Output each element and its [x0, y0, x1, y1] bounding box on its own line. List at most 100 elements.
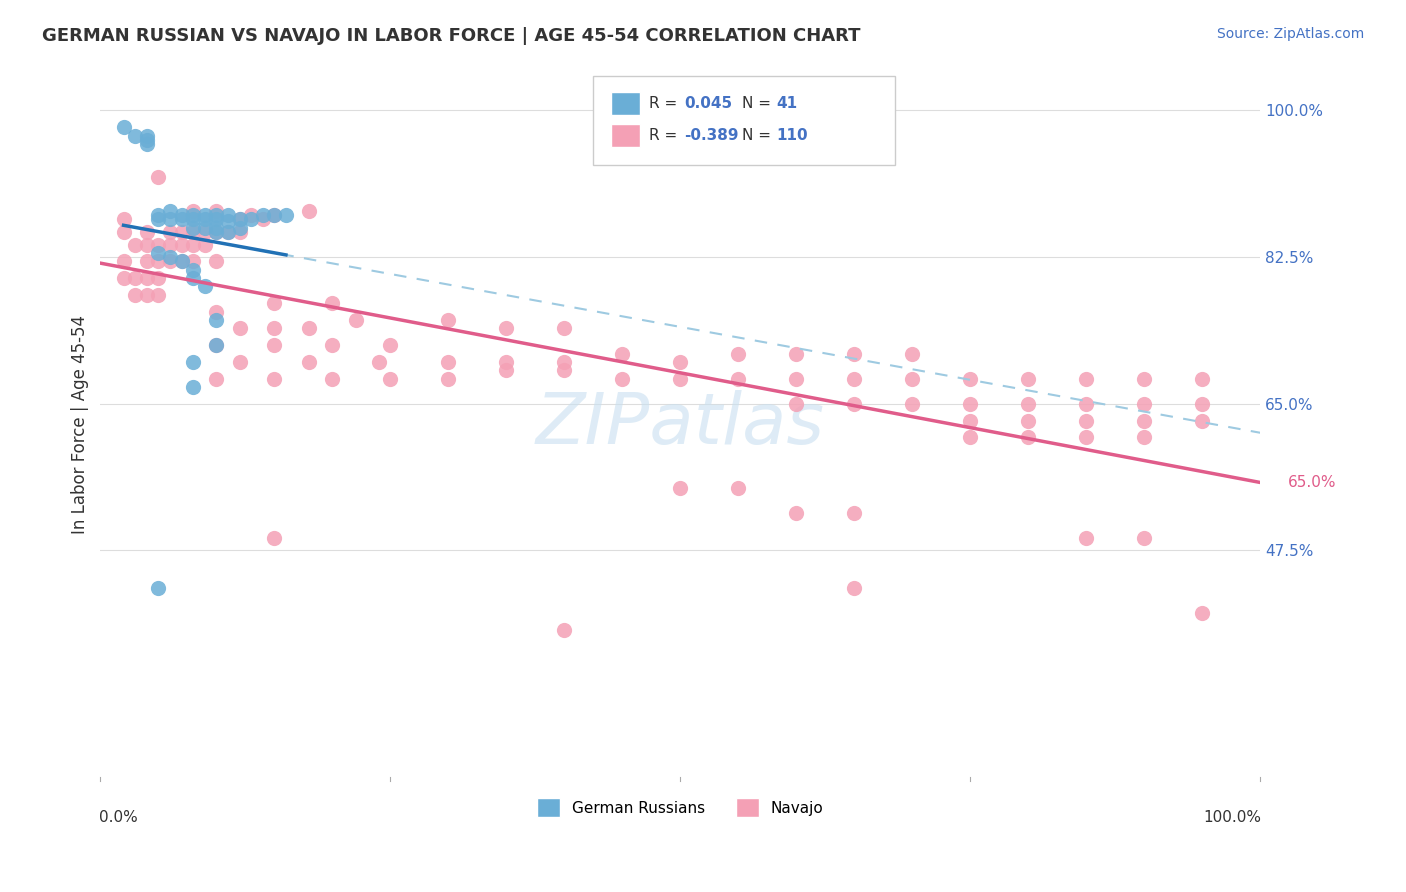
Point — [135, 225, 157, 239]
Point — [148, 581, 170, 595]
Legend: German Russians, Navajo: German Russians, Navajo — [531, 792, 830, 823]
Point — [217, 225, 239, 239]
Text: -0.389: -0.389 — [683, 128, 738, 143]
Point — [148, 246, 170, 260]
Point — [170, 225, 193, 239]
Point — [901, 372, 924, 386]
Point — [263, 296, 285, 310]
Point — [205, 212, 228, 227]
Point — [205, 204, 228, 219]
Point — [194, 225, 217, 239]
Text: 100.0%: 100.0% — [1204, 810, 1261, 824]
Point — [1133, 397, 1156, 411]
Point — [1076, 397, 1098, 411]
Point — [274, 208, 297, 222]
Point — [148, 170, 170, 185]
Point — [612, 372, 634, 386]
Point — [112, 225, 135, 239]
Point — [321, 296, 343, 310]
Point — [252, 208, 274, 222]
Point — [669, 481, 692, 495]
Point — [228, 225, 250, 239]
Point — [380, 338, 402, 352]
Point — [217, 208, 239, 222]
Point — [263, 338, 285, 352]
Point — [1017, 397, 1039, 411]
Point — [205, 338, 228, 352]
Point — [844, 397, 866, 411]
Point — [112, 212, 135, 227]
Point — [194, 237, 217, 252]
Point — [170, 208, 193, 222]
Point — [181, 262, 204, 277]
Point — [321, 338, 343, 352]
Point — [1133, 372, 1156, 386]
Point — [181, 355, 204, 369]
Point — [367, 355, 389, 369]
Point — [495, 321, 517, 335]
Point — [228, 212, 250, 227]
Point — [181, 212, 204, 227]
Point — [1191, 397, 1213, 411]
Point — [205, 225, 228, 239]
Point — [727, 481, 749, 495]
Point — [181, 254, 204, 268]
Point — [298, 321, 321, 335]
Y-axis label: In Labor Force | Age 45-54: In Labor Force | Age 45-54 — [72, 315, 89, 534]
Point — [612, 346, 634, 360]
Point — [553, 363, 575, 377]
Point — [148, 208, 170, 222]
Point — [437, 313, 460, 327]
Text: N =: N = — [742, 128, 770, 143]
Point — [252, 212, 274, 227]
Point — [148, 254, 170, 268]
Point — [901, 346, 924, 360]
Point — [112, 254, 135, 268]
Point — [844, 346, 866, 360]
Point — [181, 204, 204, 219]
Point — [135, 271, 157, 285]
Point — [1133, 430, 1156, 444]
Text: GERMAN RUSSIAN VS NAVAJO IN LABOR FORCE | AGE 45-54 CORRELATION CHART: GERMAN RUSSIAN VS NAVAJO IN LABOR FORCE … — [42, 27, 860, 45]
Point — [959, 430, 981, 444]
Point — [170, 212, 193, 227]
Point — [263, 321, 285, 335]
Point — [669, 355, 692, 369]
Point — [205, 313, 228, 327]
Point — [1017, 430, 1039, 444]
Point — [217, 214, 239, 228]
Point — [194, 212, 217, 227]
Point — [205, 304, 228, 318]
Text: Source: ZipAtlas.com: Source: ZipAtlas.com — [1216, 27, 1364, 41]
Point — [263, 372, 285, 386]
Point — [148, 212, 170, 227]
Point — [298, 204, 321, 219]
Text: R =: R = — [650, 128, 678, 143]
Point — [228, 321, 250, 335]
Point — [1076, 531, 1098, 545]
Point — [553, 321, 575, 335]
Point — [135, 128, 157, 143]
Point — [205, 338, 228, 352]
Point — [1017, 372, 1039, 386]
Point — [194, 220, 217, 235]
Point — [1191, 607, 1213, 621]
Text: 41: 41 — [776, 96, 797, 111]
Text: N =: N = — [742, 96, 770, 111]
Point — [380, 372, 402, 386]
Point — [194, 279, 217, 293]
Point — [1191, 372, 1213, 386]
Point — [263, 208, 285, 222]
Point — [124, 237, 146, 252]
Point — [785, 372, 807, 386]
Point — [727, 346, 749, 360]
Point — [124, 288, 146, 302]
Point — [785, 346, 807, 360]
FancyBboxPatch shape — [610, 124, 640, 147]
Point — [437, 372, 460, 386]
Point — [135, 237, 157, 252]
Point — [170, 254, 193, 268]
Point — [205, 254, 228, 268]
Point — [669, 372, 692, 386]
Point — [495, 363, 517, 377]
